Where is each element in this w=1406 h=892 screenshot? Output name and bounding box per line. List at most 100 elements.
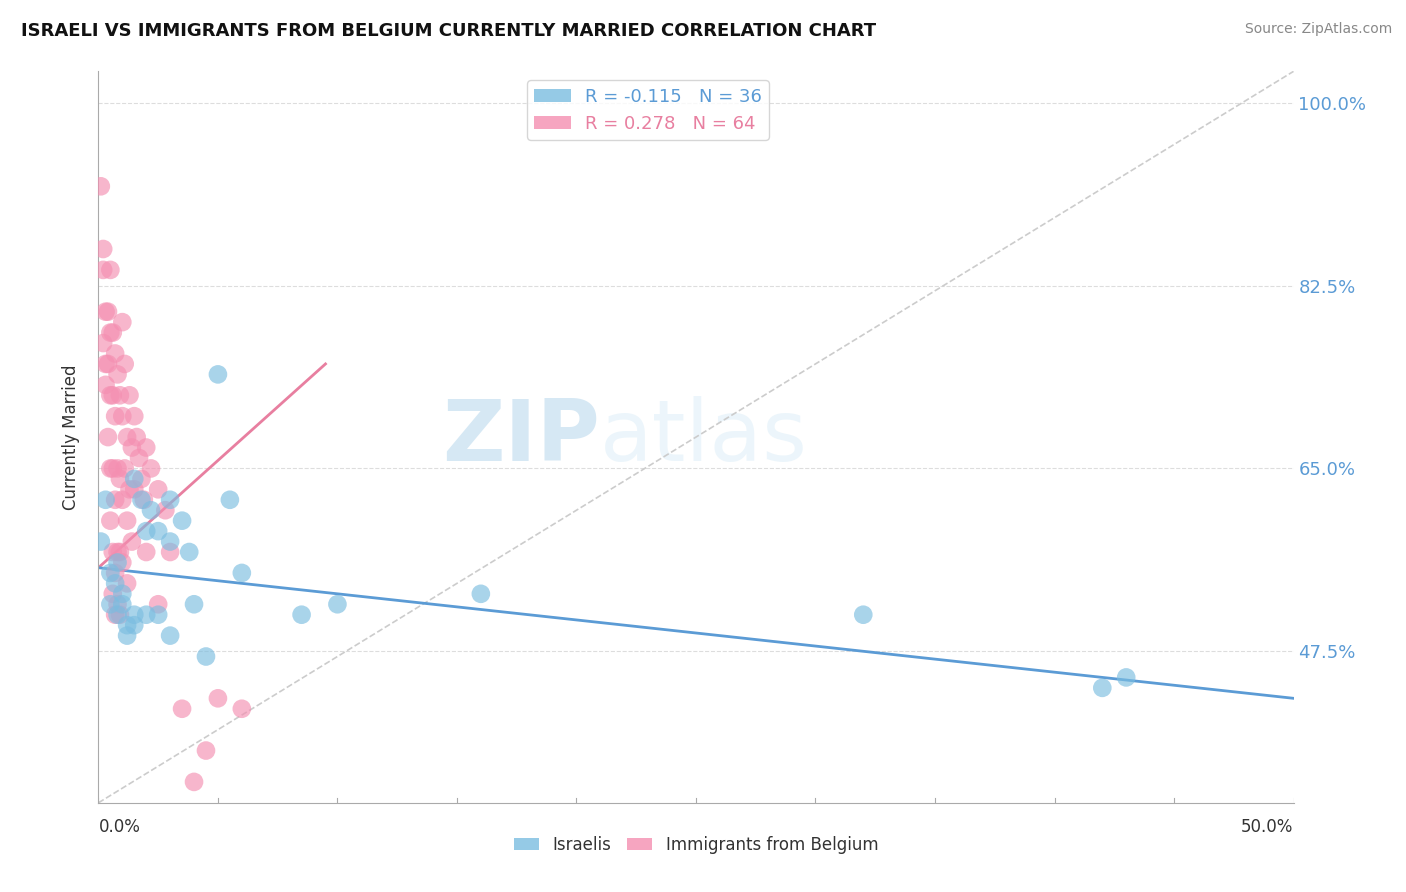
Point [291, 607, 314, 622]
Point [124, 409, 146, 424]
Point [98, 514, 122, 528]
Point [128, 450, 150, 465]
Point [114, 461, 136, 475]
Point [195, 743, 218, 757]
Point [98, 263, 122, 277]
Point [135, 441, 157, 455]
Point [111, 409, 134, 424]
Point [98, 566, 122, 580]
Point [179, 545, 201, 559]
Point [118, 483, 141, 497]
Point [107, 597, 129, 611]
Point [231, 702, 253, 716]
Point [108, 472, 131, 486]
Point [124, 483, 146, 497]
Point [159, 629, 181, 643]
Point [159, 492, 181, 507]
Point [183, 775, 205, 789]
Point [101, 545, 124, 559]
Point [97, 430, 120, 444]
Point [124, 472, 146, 486]
Point [91, 263, 114, 277]
Point [104, 607, 127, 622]
Point [90, 534, 112, 549]
Point [121, 534, 143, 549]
Point [111, 315, 134, 329]
Point [118, 388, 141, 402]
Point [207, 691, 229, 706]
Point [107, 368, 129, 382]
Point [98, 597, 122, 611]
Point [124, 618, 146, 632]
Text: 50.0%: 50.0% [1241, 819, 1294, 837]
Point [98, 388, 122, 402]
Point [107, 545, 129, 559]
Text: Source: ZipAtlas.com: Source: ZipAtlas.com [1244, 22, 1392, 37]
Point [148, 524, 170, 538]
Point [470, 587, 492, 601]
Point [115, 576, 138, 591]
Point [107, 461, 129, 475]
Point [101, 461, 124, 475]
Point [104, 566, 127, 580]
Point [207, 368, 229, 382]
Point [98, 461, 122, 475]
Point [148, 597, 170, 611]
Point [131, 492, 153, 507]
Point [94, 304, 117, 318]
Point [125, 430, 148, 444]
Text: ISRAELI VS IMMIGRANTS FROM BELGIUM CURRENTLY MARRIED CORRELATION CHART: ISRAELI VS IMMIGRANTS FROM BELGIUM CURRE… [21, 22, 876, 40]
Point [98, 326, 122, 340]
Point [231, 566, 253, 580]
Point [91, 336, 114, 351]
Point [108, 545, 131, 559]
Point [114, 357, 136, 371]
Point [172, 514, 194, 528]
Point [111, 556, 134, 570]
Point [97, 304, 120, 318]
Point [148, 607, 170, 622]
Point [172, 702, 194, 716]
Point [159, 545, 181, 559]
Point [135, 524, 157, 538]
Point [104, 492, 127, 507]
Point [104, 346, 127, 360]
Point [1115, 670, 1137, 684]
Point [97, 357, 120, 371]
Point [326, 597, 349, 611]
Point [131, 472, 153, 486]
Legend: Israelis, Immigrants from Belgium: Israelis, Immigrants from Belgium [508, 829, 884, 860]
Text: 0.0%: 0.0% [98, 819, 141, 837]
Point [132, 492, 155, 507]
Point [115, 430, 138, 444]
Point [90, 179, 112, 194]
Point [111, 492, 134, 507]
Point [219, 492, 242, 507]
Point [108, 607, 131, 622]
Point [139, 461, 162, 475]
Point [101, 326, 124, 340]
Point [101, 587, 124, 601]
Point [94, 357, 117, 371]
Point [91, 242, 114, 256]
Point [107, 607, 129, 622]
Point [183, 597, 205, 611]
Point [195, 649, 218, 664]
Point [111, 587, 134, 601]
Text: ZIP: ZIP [443, 395, 600, 479]
Point [94, 492, 117, 507]
Y-axis label: Currently Married: Currently Married [62, 364, 80, 510]
Point [135, 607, 157, 622]
Point [159, 534, 181, 549]
Point [1091, 681, 1114, 695]
Point [104, 576, 127, 591]
Point [121, 441, 143, 455]
Point [155, 503, 177, 517]
Point [111, 597, 134, 611]
Point [101, 388, 124, 402]
Point [139, 503, 162, 517]
Point [852, 607, 875, 622]
Point [107, 556, 129, 570]
Point [135, 545, 157, 559]
Point [108, 388, 131, 402]
